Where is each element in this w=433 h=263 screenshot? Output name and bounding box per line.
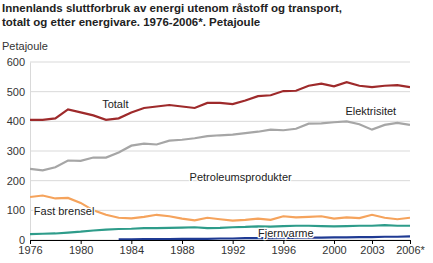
y-tick-label: 100 <box>7 204 25 216</box>
y-tick-label: 200 <box>7 175 25 187</box>
y-tick-label: 600 <box>7 56 25 68</box>
x-tick-label: 1992 <box>221 244 245 256</box>
y-tick-label: 300 <box>7 145 25 157</box>
title: totalt og etter energivare. 1976-2006*. … <box>2 16 260 28</box>
x-tick-label: 2006* <box>396 244 425 256</box>
series-line <box>30 121 410 170</box>
x-tick: 1988 <box>170 240 194 256</box>
x-tick-label: 1976 <box>18 244 42 256</box>
x-tick-label: 1988 <box>170 244 194 256</box>
x-tick-label: 1984 <box>120 244 144 256</box>
chart: Innenlands sluttforbruk av energi utenom… <box>0 0 433 263</box>
x-tick-label: 1996 <box>272 244 296 256</box>
y-tick: 300 <box>7 145 30 157</box>
x-tick: 1984 <box>120 240 144 256</box>
y-tick: 100 <box>7 204 30 216</box>
grid <box>30 62 410 240</box>
x-tick: 2000 <box>322 240 346 256</box>
grid-line <box>30 62 410 63</box>
lines <box>30 82 410 239</box>
y-axis-line <box>30 63 31 241</box>
y-tick: 400 <box>7 115 30 127</box>
grid-line <box>30 151 410 152</box>
series-label: Petroleumsprodukter <box>190 171 292 183</box>
y-tick-label: 400 <box>7 115 25 127</box>
x-tick-label: 2000 <box>322 244 346 256</box>
series-label: Elektrisitet <box>345 105 396 117</box>
y-tick: 200 <box>7 175 30 187</box>
x-tick: 1996 <box>272 240 296 256</box>
grid-line <box>30 121 410 122</box>
x-axis: 1976 1980 1984 1988 1992 1996 2000 2003 2006* <box>18 240 425 256</box>
x-tick: 1992 <box>221 240 245 256</box>
y-axis-title: Petajoule <box>2 40 48 52</box>
x-tick: 1976 <box>18 240 42 256</box>
grid-line <box>30 91 410 92</box>
title: Innenlands sluttforbruk av energi utenom… <box>2 2 342 14</box>
series-label: Fjernvarme <box>258 227 314 239</box>
x-tick: 2006* <box>396 240 425 256</box>
series-line <box>30 82 410 120</box>
y-tick-label: 500 <box>7 86 25 98</box>
x-tick-label: 1980 <box>69 244 93 256</box>
y-tick: 500 <box>7 86 30 98</box>
x-tick: 1980 <box>69 240 93 256</box>
series-line <box>30 225 410 234</box>
y-tick: 600 <box>7 56 30 68</box>
x-tick: 2003 <box>360 240 384 256</box>
series-label: Fast brensel <box>34 205 95 217</box>
y-axis: 0100200300400500600 <box>7 56 31 246</box>
series-line <box>30 196 410 221</box>
series-label: Totalt <box>102 98 128 110</box>
x-tick-label: 2003 <box>360 244 384 256</box>
